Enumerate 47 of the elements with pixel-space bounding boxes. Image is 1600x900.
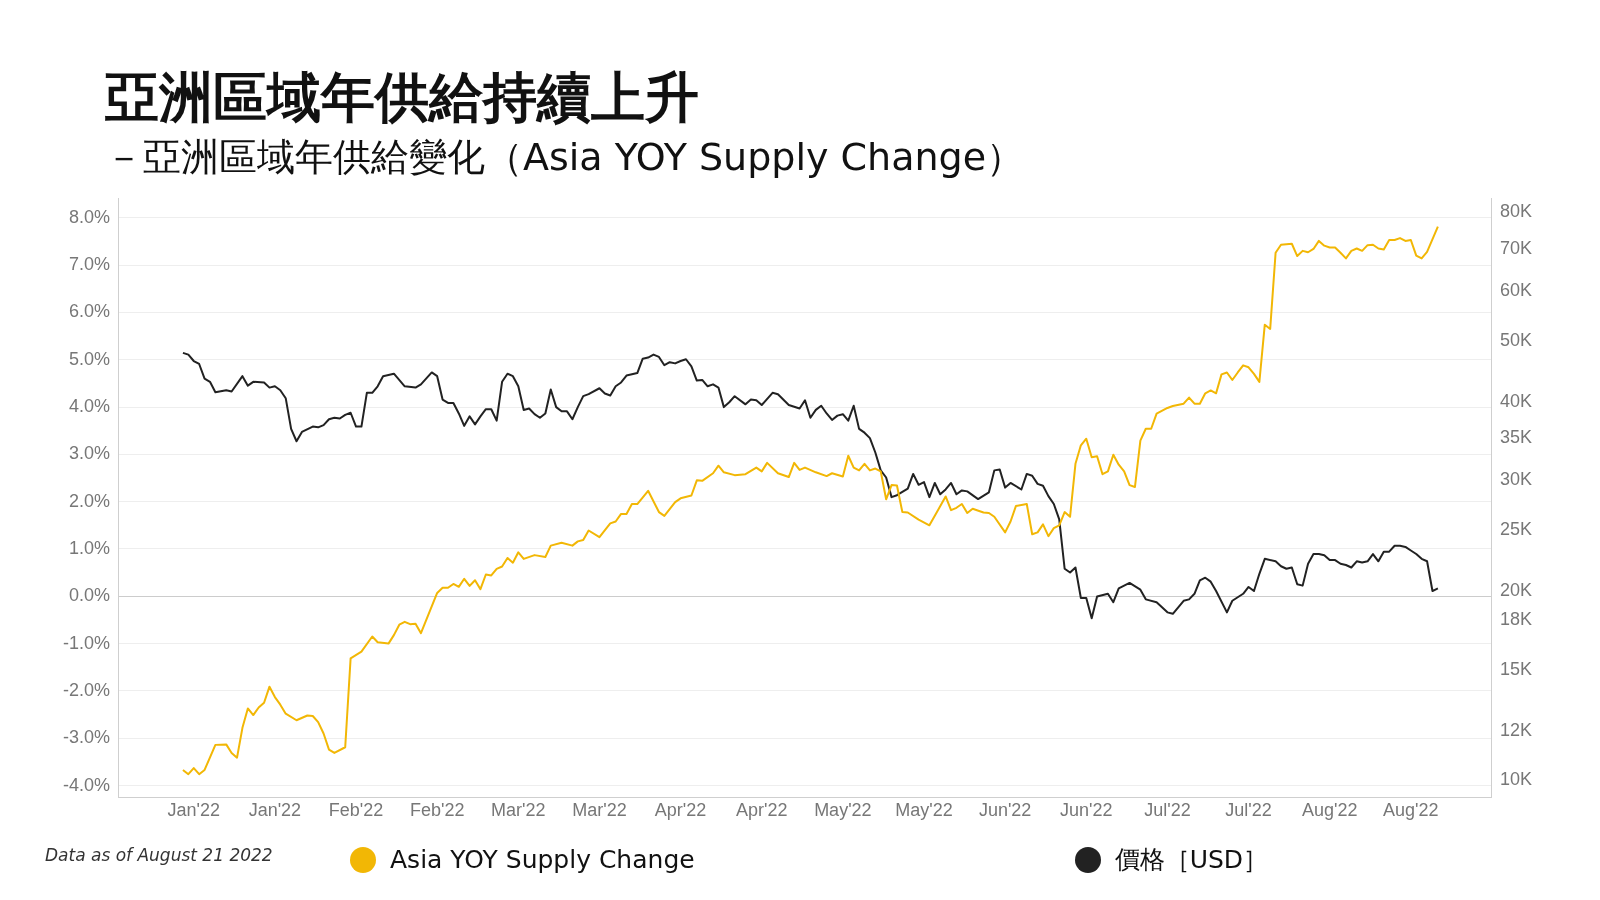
y2-tick-label: 30K [1499,469,1532,490]
legend-label: 價格［USD］ [1114,844,1269,876]
x-tick-label: Feb'22 [409,800,465,821]
x-tick-label: Jul'22 [1225,800,1272,821]
x-tick-label: Aug'22 [1301,800,1358,821]
y-tick-label: 5.0% [68,348,111,369]
y2-tick-label: 25K [1499,519,1532,540]
x-tick-label: Mar'22 [491,800,546,821]
y-tick-label: 2.0% [68,490,111,511]
y-tick-label: -1.0% [62,632,111,653]
x-tick-label: Feb'22 [328,800,384,821]
y-tick-label: 6.0% [68,301,111,322]
y2-tick-label: 70K [1499,237,1532,258]
text: Data as of August 21 2022 [45,845,273,865]
legend-label: Asia YOY Supply Change [390,845,695,874]
y-tick-label: 0.0% [68,585,111,606]
x-tick-label: Jun'22 [1060,800,1113,821]
x-tick-label: Jan'22 [248,800,302,821]
y2-tick-label: 15K [1499,658,1532,679]
x-tick-label: Apr'22 [654,800,707,821]
y2-tick-label: 10K [1499,769,1532,790]
chart-title: 亞洲區域年供給持續上升 [105,65,699,131]
y2-tick-label: 12K [1499,719,1532,740]
y2-tick-label: 35K [1499,427,1532,448]
y-tick-label: 7.0% [68,254,111,275]
y-tick-label: 1.0% [68,537,111,558]
x-tick-label: Jul'22 [1144,800,1191,821]
y2-tick-label: 60K [1499,279,1532,300]
y-tick-label: -4.0% [62,774,111,795]
x-tick-label: Apr'22 [735,800,788,821]
x-tick-label: Aug'22 [1383,800,1439,821]
x-tick-label: Jan'22 [167,800,220,821]
y-tick-label: -3.0% [62,727,111,748]
x-tick-label: May'22 [814,800,872,821]
y2-tick-label: 20K [1499,580,1532,601]
x-tick-label: Jun'22 [978,800,1032,821]
x-tick-label: Mar'22 [572,800,627,821]
y-tick-label: 8.0% [68,206,111,227]
chart-subtitle: －亞洲區域年供給變化（Asia YOY Supply Change） [105,134,1025,181]
y-tick-label: 4.0% [68,395,111,416]
y-tick-label: 3.0% [68,443,111,464]
y2-tick-label: 40K [1499,390,1532,411]
y2-tick-label: 80K [1499,201,1532,222]
y2-tick-label: 18K [1499,608,1532,629]
y-tick-label: -2.0% [62,679,111,700]
y2-tick-label: 50K [1499,329,1532,350]
x-tick-label: May'22 [895,800,953,821]
